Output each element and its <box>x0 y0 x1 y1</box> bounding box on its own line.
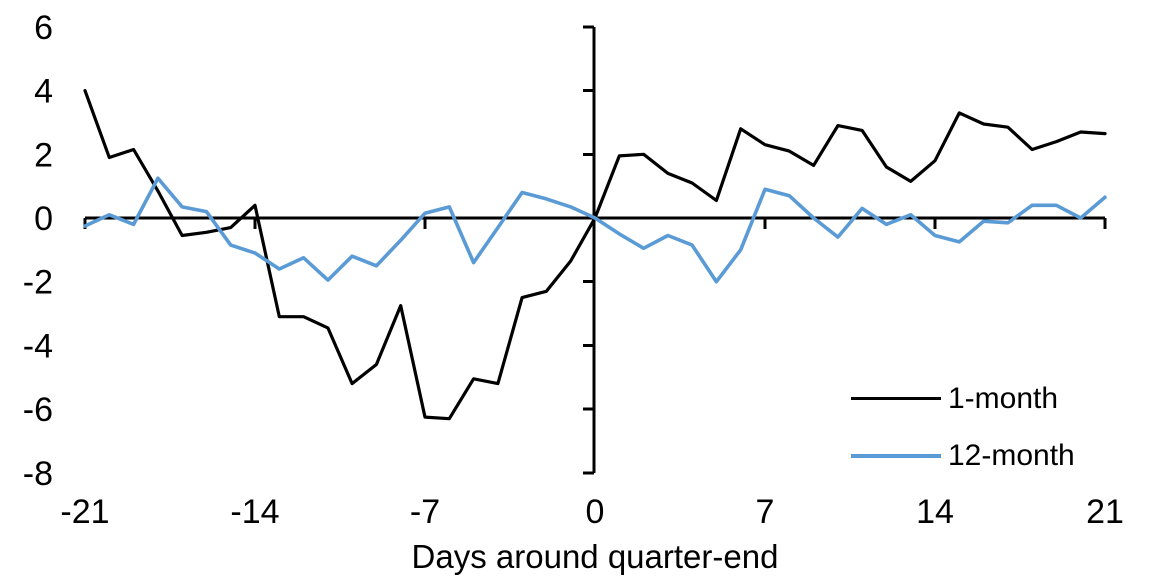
series-lines <box>83 88 1107 421</box>
legend-line-sample-12-month-icon <box>851 453 941 458</box>
legend-line-sample-1-month-icon <box>851 397 941 400</box>
x-tick-label: -7 <box>410 493 440 531</box>
y-tick-label: -4 <box>23 327 53 365</box>
x-tick-label: 21 <box>1086 493 1124 531</box>
x-tick-label: 0 <box>586 493 605 531</box>
legend-label-12-month: 12-month <box>948 439 1075 472</box>
x-axis: -21 -14 -7 0 7 14 21 <box>60 216 1124 531</box>
x-axis-title: Days around quarter-end <box>411 538 779 575</box>
y-tick-label: 0 <box>34 200 53 238</box>
x-tick-label: 7 <box>756 493 775 531</box>
x-tick-label: -14 <box>230 493 279 531</box>
y-tick-label: 6 <box>34 9 53 47</box>
legend-item-12-month: 12-month <box>851 440 1075 471</box>
y-tick-label: -6 <box>23 391 53 429</box>
y-tick-label: -2 <box>23 264 53 302</box>
y-tick-label: 4 <box>34 73 53 111</box>
series-line-12-month <box>83 176 1107 284</box>
x-tick-label: -21 <box>60 493 109 531</box>
y-tick-label: 2 <box>34 136 53 174</box>
legend: 1-month 12-month <box>851 383 1075 471</box>
legend-item-1-month: 1-month <box>851 383 1075 414</box>
x-tick-label: 14 <box>916 493 954 531</box>
y-tick-label: -8 <box>23 455 53 493</box>
legend-label-1-month: 1-month <box>948 382 1059 415</box>
y-axis: 6 4 2 0 -2 -4 -6 -8 <box>23 9 596 493</box>
